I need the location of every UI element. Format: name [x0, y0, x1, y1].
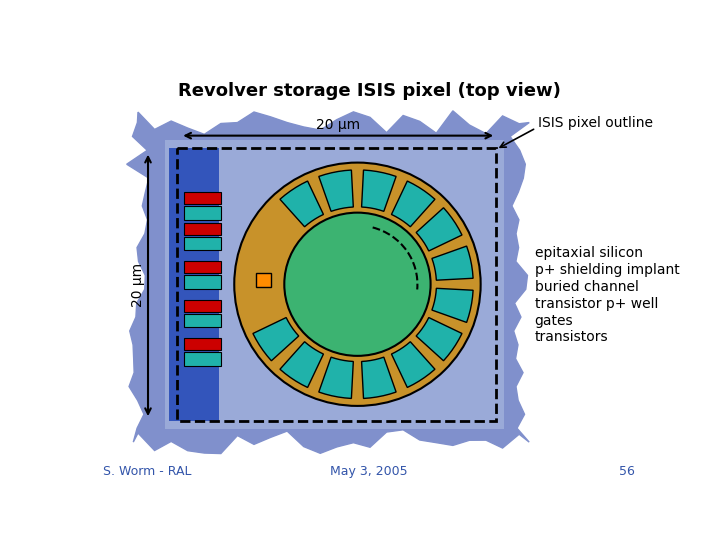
Bar	[184, 275, 221, 289]
Polygon shape	[432, 288, 473, 322]
Text: gates: gates	[534, 314, 573, 327]
Bar	[184, 237, 221, 251]
Bar	[184, 206, 221, 220]
Ellipse shape	[284, 213, 431, 356]
Polygon shape	[319, 357, 354, 399]
Bar	[184, 261, 221, 273]
Bar	[256, 273, 271, 287]
Text: buried channel: buried channel	[534, 280, 639, 294]
Text: S. Worm - RAL: S. Worm - RAL	[104, 465, 192, 478]
Polygon shape	[361, 170, 396, 211]
Polygon shape	[253, 318, 299, 361]
Bar	[184, 352, 221, 366]
Text: 20 μm: 20 μm	[131, 264, 145, 307]
Polygon shape	[280, 181, 323, 227]
Bar	[184, 300, 221, 312]
Text: transistor p+ well: transistor p+ well	[534, 296, 658, 310]
Polygon shape	[127, 111, 529, 454]
Text: 56: 56	[618, 465, 634, 478]
Text: transistors: transistors	[534, 330, 608, 345]
Text: p+ shielding implant: p+ shielding implant	[534, 262, 679, 276]
Text: ISIS pixel outline: ISIS pixel outline	[539, 116, 654, 130]
Bar	[184, 314, 221, 327]
Polygon shape	[392, 181, 435, 227]
Ellipse shape	[234, 163, 481, 406]
Polygon shape	[416, 318, 462, 361]
Bar	[168, 148, 219, 421]
Polygon shape	[416, 208, 462, 251]
Polygon shape	[280, 342, 323, 388]
Bar	[184, 338, 221, 350]
Bar	[184, 192, 221, 204]
Polygon shape	[361, 357, 396, 399]
Polygon shape	[392, 342, 435, 388]
Text: epitaxial silicon: epitaxial silicon	[534, 246, 642, 260]
Polygon shape	[319, 170, 354, 211]
Text: May 3, 2005: May 3, 2005	[330, 465, 408, 478]
Polygon shape	[432, 246, 473, 280]
Bar	[184, 222, 221, 235]
Bar	[176, 148, 496, 421]
Bar	[165, 140, 504, 429]
Text: Revolver storage ISIS pixel (top view): Revolver storage ISIS pixel (top view)	[178, 82, 560, 100]
Text: 20 μm: 20 μm	[316, 118, 360, 132]
